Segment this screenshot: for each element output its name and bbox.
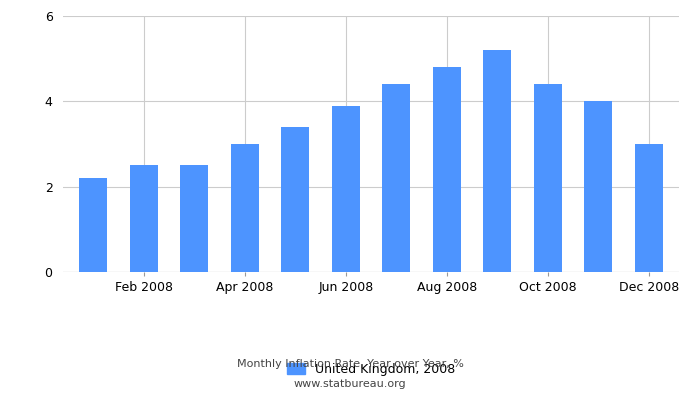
Bar — [79, 178, 107, 272]
Bar — [635, 144, 663, 272]
Bar — [382, 84, 410, 272]
Bar — [584, 101, 612, 272]
Bar — [483, 50, 511, 272]
Text: Monthly Inflation Rate, Year over Year, %: Monthly Inflation Rate, Year over Year, … — [237, 359, 463, 369]
Bar — [231, 144, 259, 272]
Bar — [433, 67, 461, 272]
Bar — [130, 165, 158, 272]
Text: www.statbureau.org: www.statbureau.org — [294, 379, 406, 389]
Bar — [281, 127, 309, 272]
Legend: United Kingdom, 2008: United Kingdom, 2008 — [281, 358, 461, 381]
Bar — [534, 84, 561, 272]
Bar — [332, 106, 360, 272]
Bar — [181, 165, 208, 272]
